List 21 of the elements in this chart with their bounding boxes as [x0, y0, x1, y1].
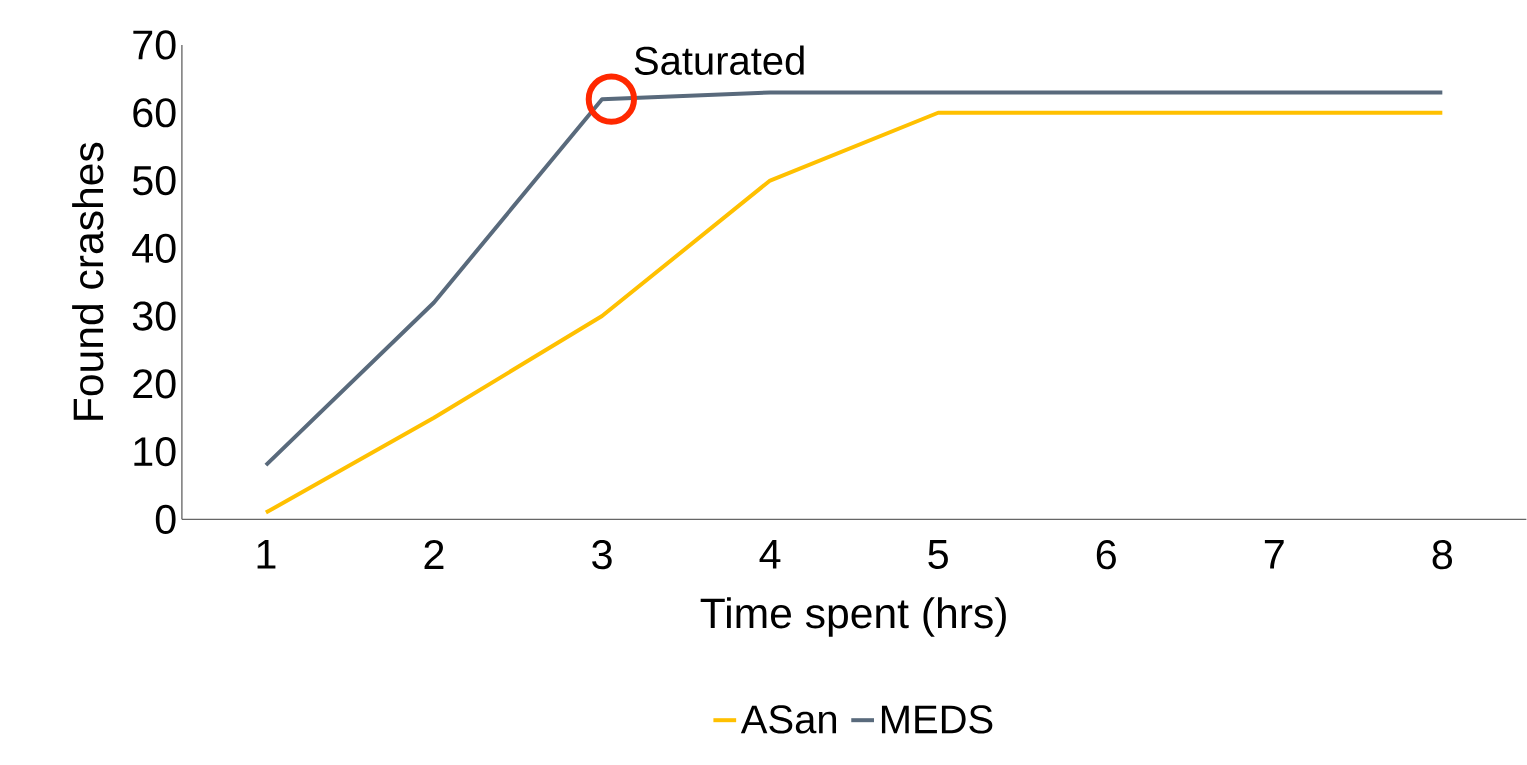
y-tick-label: 10 [134, 437, 176, 467]
x-tick-label: 2 [424, 540, 444, 570]
x-tick-label: 8 [1432, 540, 1453, 570]
x-tick-label: 3 [592, 540, 612, 570]
y-axis-title: Found crashes [72, 142, 104, 420]
y-tick-label: 40 [132, 233, 176, 264]
annotation: Saturated [634, 45, 804, 76]
y-tick-label: 0 [155, 504, 176, 535]
x-tick-label: 6 [1096, 540, 1116, 570]
x-tick-label: 1 [257, 540, 276, 569]
x-tick-label: 5 [928, 540, 948, 570]
y-tick-label: 50 [132, 166, 176, 196]
x-axis-title: Time spent (hrs) [700, 597, 1006, 638]
legend-label: MEDS [881, 705, 993, 734]
y-tick-label: 20 [133, 369, 176, 399]
y-tick-label: 60 [133, 98, 176, 128]
y-tick-label: 70 [133, 30, 176, 60]
x-tick-label: 4 [759, 540, 781, 569]
y-tick-label: 30 [132, 301, 176, 331]
legend-label: ASan [740, 705, 837, 734]
x-tick-label: 7 [1264, 540, 1284, 569]
